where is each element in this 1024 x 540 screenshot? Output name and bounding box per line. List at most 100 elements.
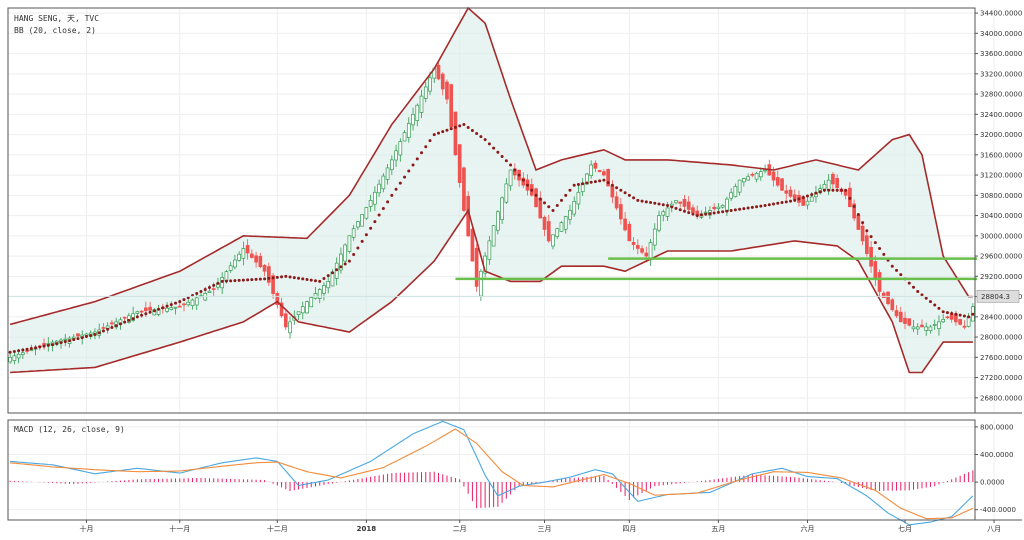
bb-basis-dot [704, 212, 708, 216]
bull-candle [368, 200, 373, 207]
bb-basis-dot [449, 127, 453, 131]
bb-basis-dot [360, 239, 364, 243]
bb-basis-dot [386, 200, 390, 204]
bb-basis-dot [649, 201, 653, 205]
time-tick-label[interactable]: 五月 [711, 525, 725, 533]
bb-basis-dot [114, 324, 118, 328]
bear-candle [250, 253, 254, 258]
bb-basis-dot [80, 336, 84, 340]
time-axis[interactable]: 十月 十一月 十二月 2018 二月 三月 四月 五月 六月 七月 八月 [79, 520, 1001, 533]
time-tick-label[interactable]: 十一月 [169, 524, 190, 533]
bb-basis-dot [51, 343, 55, 347]
bull-candle [491, 225, 496, 247]
bear-candle [457, 144, 462, 184]
bear-candle [606, 169, 610, 187]
bb-basis-dot [640, 199, 644, 203]
bull-candle [343, 244, 348, 262]
macd-legend[interactable]: MACD (12, 26, close, 9) [14, 425, 125, 434]
bb-basis-dot [873, 241, 877, 245]
bb-basis-dot [513, 168, 517, 172]
bear-candle [682, 199, 687, 207]
bb-basis-dot [458, 124, 462, 128]
bb-basis-dot [301, 277, 305, 281]
price-tick-label: 31600.0000 [980, 151, 1022, 159]
bb-basis-dot [398, 181, 402, 185]
bb-basis-dot [135, 315, 139, 319]
bull-candle [224, 271, 229, 281]
support-lines[interactable] [8, 257, 978, 297]
bull-candle [911, 326, 916, 330]
bear-candle [279, 302, 284, 317]
time-tick-label[interactable]: 十二月 [267, 524, 288, 533]
bb-basis-dot [487, 142, 491, 146]
bollinger-fill [10, 8, 973, 373]
bb-basis-dot [369, 226, 373, 230]
bull-candle [381, 175, 386, 190]
chart-frame [7, 7, 1022, 521]
price-axis[interactable]: 26800.0000 27200.0000 27600.0000 28000.0000… [975, 10, 1022, 515]
bull-candle [479, 270, 483, 297]
bear-candle [712, 206, 716, 210]
bear-candle [275, 293, 280, 306]
bb-legend[interactable]: BB (20, close, 2) [14, 26, 96, 35]
bb-basis-dot [59, 341, 63, 345]
bb-basis-dot [738, 207, 742, 211]
price-tick-label: 27200.0000 [980, 374, 1022, 382]
time-tick-label[interactable]: 二月 [453, 525, 467, 533]
bb-basis-dot [462, 122, 466, 126]
bear-candle [453, 111, 458, 156]
bb-basis-dot [551, 209, 555, 212]
bb-basis-dot [271, 276, 275, 280]
bull-candle [504, 183, 509, 203]
bull-candle [648, 242, 653, 261]
bull-candle [563, 216, 568, 230]
last-price-tag[interactable] [976, 290, 1020, 303]
time-tick-label[interactable]: 三月 [538, 525, 552, 533]
bull-candle [288, 321, 292, 334]
bb-basis-dot [415, 157, 419, 161]
time-tick-label[interactable]: 2018 [357, 525, 377, 533]
bb-basis-dot [403, 175, 407, 179]
time-tick-label[interactable]: 六月 [800, 524, 814, 533]
time-tick-label[interactable]: 八月 [987, 525, 1001, 533]
bull-candle [317, 289, 322, 299]
bull-candle [805, 200, 810, 206]
bear-candle [271, 275, 275, 294]
bull-candle [915, 326, 920, 330]
bull-candle [377, 183, 381, 194]
bb-basis-dot [127, 318, 131, 322]
time-tick-label[interactable]: 七月 [898, 524, 912, 533]
bear-candle [894, 310, 899, 317]
bb-basis-dot [661, 203, 665, 207]
price-tick-label: 34400.0000 [980, 10, 1022, 18]
bull-candle [733, 186, 738, 198]
macd-tick-label: -400.0000 [980, 506, 1016, 514]
bb-basis-dot [602, 178, 606, 182]
symbol-legend[interactable]: HANG SENG, 天, TVC [14, 14, 99, 23]
price-tick-label: 31200.0000 [980, 172, 1022, 180]
time-tick-label[interactable]: 四月 [622, 525, 636, 533]
bb-basis-dot [305, 277, 309, 281]
bear-candle [691, 207, 695, 213]
bull-candle [305, 301, 309, 314]
bb-basis-dot [958, 313, 962, 317]
bear-candle [958, 319, 962, 325]
bb-basis-dot [789, 199, 793, 203]
last-price-value[interactable]: 28804.3 [981, 293, 1010, 301]
bb-basis-dot [780, 201, 784, 205]
bear-candle [542, 217, 547, 230]
bb-basis-dot [797, 197, 801, 201]
bb-basis-dot [34, 346, 38, 350]
bb-basis-dot [29, 346, 33, 350]
bull-candle [21, 352, 25, 355]
bb-basis-dot [678, 208, 682, 212]
bb-basis-dot [229, 279, 233, 283]
bear-candle [76, 333, 80, 337]
price-tick-label: 30400.0000 [980, 212, 1022, 220]
bear-candle [440, 73, 445, 90]
bb-basis-dot [483, 138, 487, 142]
bb-basis-dot [691, 212, 695, 216]
bb-basis-dot [861, 221, 865, 225]
time-tick-label[interactable]: 十月 [79, 524, 93, 533]
